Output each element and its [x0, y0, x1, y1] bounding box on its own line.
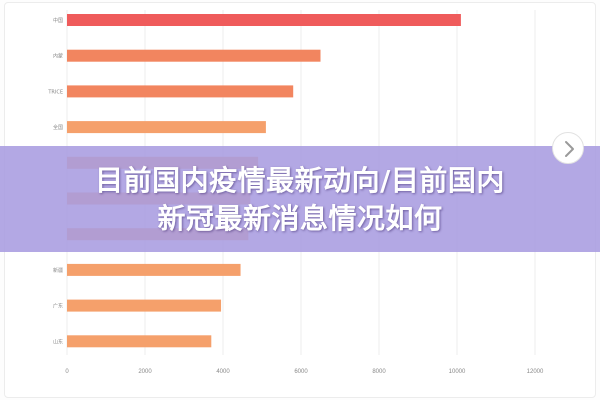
x-axis-ticks: 0 2000 4000 6000 8000 10000 12000: [65, 369, 544, 375]
x-tick-label: 6000: [294, 369, 308, 375]
category-label: 新疆: [53, 267, 63, 274]
x-tick-label: 12000: [527, 369, 544, 375]
bar: [67, 14, 461, 26]
headline-line-1: 目前国内疫情最新动向/目前国内: [95, 164, 505, 197]
chevron-right-icon: [565, 141, 574, 157]
x-tick-label: 0: [65, 369, 69, 375]
bar: [67, 85, 294, 98]
category-label: 全国: [53, 124, 63, 131]
bar: [67, 263, 241, 276]
x-tick-label: 10000: [449, 369, 466, 375]
headline-banner: 目前国内疫情最新动向/目前国内 新冠最新消息情况如何: [0, 146, 600, 252]
bar: [67, 335, 212, 348]
category-label: 山东: [53, 338, 63, 345]
x-tick-label: 8000: [372, 369, 386, 375]
bar: [67, 299, 222, 312]
x-tick-label: 2000: [138, 369, 152, 375]
bar: [67, 49, 321, 62]
category-label: 中国: [53, 17, 63, 24]
next-button[interactable]: [552, 132, 584, 164]
category-label: TRICE: [47, 89, 63, 95]
headline-line-2: 新冠最新消息情况如何: [157, 202, 443, 235]
category-label: 内蒙: [53, 53, 63, 60]
headline: 目前国内疫情最新动向/目前国内 新冠最新消息情况如何: [0, 162, 600, 238]
x-tick-label: 4000: [216, 369, 230, 375]
bar: [67, 121, 266, 134]
category-label: 广东: [53, 303, 63, 310]
